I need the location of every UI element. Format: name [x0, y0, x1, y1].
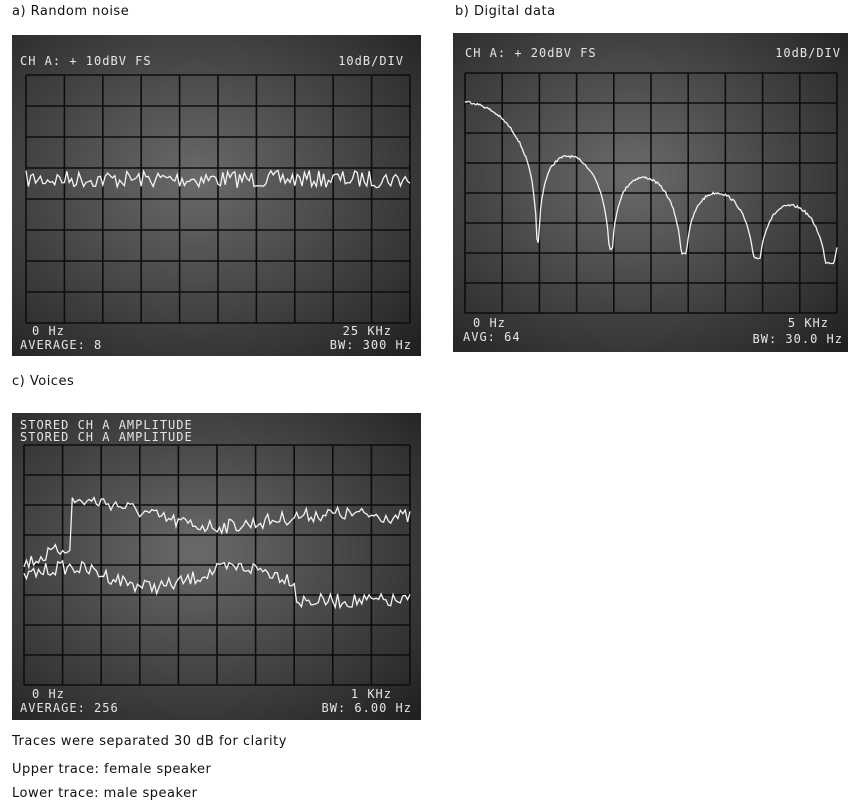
- screen-text: 25 KHz: [343, 324, 392, 338]
- screen-text: AVG: 64: [463, 330, 521, 344]
- screen-text: CH A: + 20dBV FS: [465, 46, 597, 60]
- panel-caption: c) Voices: [12, 374, 75, 389]
- trace: [25, 169, 411, 190]
- note: Lower trace: male speaker: [12, 786, 198, 801]
- screen-text: AVERAGE: 256: [20, 701, 119, 715]
- screen-text: BW: 30.0 Hz: [753, 332, 843, 346]
- screen: CH A: + 20dBV FS 10dB/DIV 0 Hz 5 KHz AVG…: [453, 33, 848, 352]
- screen-text: BW: 6.00 Hz: [322, 701, 412, 715]
- note: Traces were separated 30 dB for clarity: [12, 734, 287, 749]
- note: Upper trace: female speaker: [12, 762, 212, 777]
- screen-text: STORED CH A AMPLITUDE: [20, 430, 193, 444]
- trace: [23, 496, 411, 570]
- screen-text: 5 KHz: [788, 316, 829, 330]
- screen: STORED CH A AMPLITUDE STORED CH A AMPLIT…: [12, 413, 421, 720]
- screen-text: 1 KHz: [351, 687, 392, 701]
- screen: CH A: + 10dBV FS 10dB/DIV 0 Hz 25 KHz AV…: [12, 35, 421, 356]
- screen-text: CH A: + 10dBV FS: [20, 54, 152, 68]
- trace: [464, 100, 838, 265]
- screen-text: 0 Hz: [32, 324, 65, 338]
- trace: [23, 559, 411, 610]
- screen-text: AVERAGE: 8: [20, 338, 102, 352]
- screen-text: 0 Hz: [32, 687, 65, 701]
- screen-text: 0 Hz: [473, 316, 506, 330]
- screen-text: 10dB/DIV: [775, 46, 841, 60]
- panel-caption: b) Digital data: [455, 4, 556, 19]
- screen-text: BW: 300 Hz: [330, 338, 412, 352]
- panel-caption: a) Random noise: [12, 4, 130, 19]
- screen-text: 10dB/DIV: [338, 54, 404, 68]
- screen-text: STORED CH A AMPLITUDE: [20, 418, 193, 432]
